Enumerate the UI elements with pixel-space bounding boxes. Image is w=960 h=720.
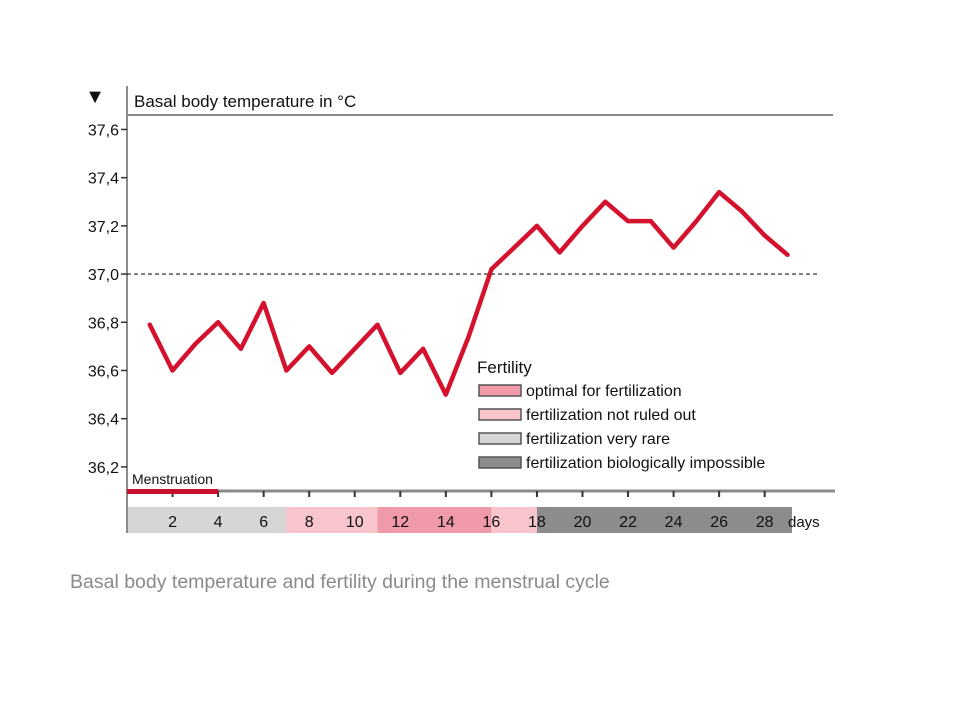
legend-label-very_rare: fertilization very rare (526, 431, 670, 448)
x-tick-label: 16 (482, 514, 500, 531)
temperature-series (147, 189, 790, 397)
menstruation-bar (127, 489, 219, 494)
legend-label-optimal: optimal for fertilization (526, 383, 682, 400)
y-tick-label: 36,4 (88, 412, 119, 429)
x-tick-label: 18 (528, 514, 546, 531)
x-tick-label: 2 (168, 514, 177, 531)
x-tick-label: 8 (305, 514, 314, 531)
x-axis-label: days (788, 514, 820, 531)
x-tick-label: 12 (391, 514, 409, 531)
legend-swatch-very_rare (478, 432, 522, 445)
menstruation-label: Menstruation (132, 471, 213, 487)
fertility-band-not_ruled_out (491, 507, 537, 533)
x-tick-label: 6 (259, 514, 268, 531)
y-tick-label: 37,6 (88, 122, 119, 139)
menstruation-marker: Menstruation (127, 471, 219, 494)
chart-caption: Basal body temperature and fertility dur… (70, 571, 610, 593)
y-tick-label: 36,6 (88, 363, 119, 380)
x-tick-label: 26 (710, 514, 728, 531)
x-tick-label: 24 (665, 514, 683, 531)
y-tick-label: 36,2 (88, 460, 119, 477)
x-tick-label: 10 (346, 514, 364, 531)
x-tick-label: 28 (756, 514, 774, 531)
legend-title: Fertility (477, 358, 532, 377)
x-tick-label: 22 (619, 514, 637, 531)
legend-swatch-impossible (478, 456, 522, 469)
legend-swatch-optimal (478, 384, 522, 397)
fertility-band-optimal (377, 507, 492, 533)
x-ticks: 2 4 6 8 10 12 14 16 18 20 22 24 26 28 (168, 491, 774, 531)
y-tick-label: 37,4 (88, 171, 119, 188)
fertility-band-not_ruled_out (286, 507, 378, 533)
fertility-bands (127, 507, 793, 533)
x-tick-label: 4 (214, 514, 223, 531)
y-tick-label: 37,2 (88, 219, 119, 236)
fertility-band-very_rare (127, 507, 287, 533)
legend-label-not_ruled_out: fertilization not ruled out (526, 407, 696, 424)
y-ticks: 37,6 37,4 37,2 37,0 36,8 36,6 36,4 36,2 (88, 122, 127, 477)
y-tick-label: 37,0 (88, 267, 119, 284)
chart-title: Basal body temperature in °C (134, 92, 356, 111)
temperature-line (147, 189, 790, 397)
fertility-legend: Fertility optimal for fertilization ferti… (477, 358, 765, 472)
axes (126, 86, 835, 533)
y-axis-arrow: ▼ (85, 86, 105, 108)
x-tick-label: 20 (574, 514, 592, 531)
y-tick-label: 36,8 (88, 315, 119, 332)
x-tick-label: 14 (437, 514, 455, 531)
legend-label-impossible: fertilization biologically impossible (526, 455, 765, 472)
fertility-band-impossible (536, 507, 793, 533)
legend-swatch-not_ruled_out (478, 408, 522, 421)
